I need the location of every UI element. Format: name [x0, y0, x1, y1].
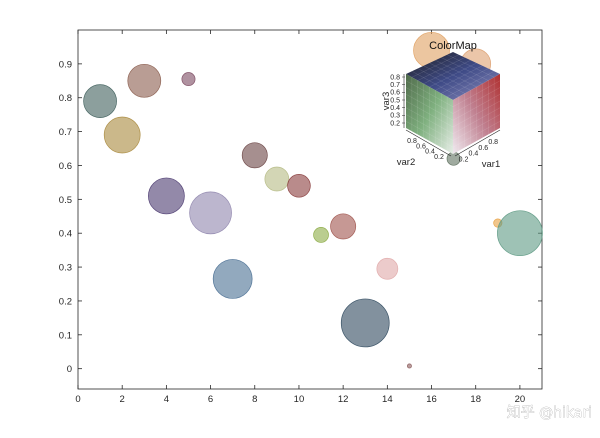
scatter-point — [497, 210, 543, 257]
scatter-point — [181, 72, 196, 87]
var3-tick-label: 0.7 — [390, 82, 400, 89]
scatter-point — [241, 142, 268, 169]
x-tick-label: 4 — [164, 394, 169, 405]
var3-tick-label: 0.5 — [390, 97, 400, 104]
cube-left-face — [406, 74, 453, 154]
x-tick-label: 6 — [208, 394, 213, 405]
var1-tick-label: 0.8 — [488, 139, 498, 146]
y-tick-label: 0.7 — [59, 127, 72, 138]
x-tick-label: 0 — [75, 394, 80, 405]
var3-tick-label: 0.3 — [390, 113, 400, 120]
cube-top-face — [406, 52, 500, 100]
var3-tick-label: 0.8 — [390, 74, 400, 81]
cube-grid — [405, 54, 501, 151]
y-tick-label: 0 — [67, 364, 72, 375]
cube-right-face — [453, 74, 500, 154]
scatter-point — [330, 213, 357, 240]
var3-axis: 0.20.30.40.50.60.70.8 var3 — [381, 74, 405, 128]
x-tick-label: 16 — [426, 394, 437, 405]
scatter-point — [83, 84, 117, 118]
var3-tick-label: 0.6 — [390, 90, 400, 97]
x-tick-label: 14 — [382, 394, 393, 405]
x-tick-label: 10 — [294, 394, 305, 405]
x-tick-label: 20 — [515, 394, 526, 405]
y-tick-label: 0.6 — [59, 161, 72, 172]
var2-tick-label: 0.4 — [425, 149, 435, 156]
var1-axis: 0.20.40.60.8 var1 — [454, 129, 500, 170]
scatter-point — [189, 191, 232, 235]
scatter-point — [376, 257, 399, 280]
scatter-point — [127, 63, 162, 98]
scatter-point — [287, 174, 311, 198]
y-tick-label: 0.4 — [59, 229, 72, 240]
var2-tick-label: 0.8 — [407, 138, 417, 145]
var1-tick-label: 0.6 — [478, 145, 488, 152]
colormap-title: ColorMap — [429, 40, 477, 52]
var1-tick-label: 0.2 — [459, 156, 469, 163]
scatter-point — [148, 177, 185, 215]
watermark: 知乎 @hikari — [507, 404, 592, 421]
x-tick-label: 8 — [252, 394, 257, 405]
scatter-point — [103, 116, 141, 154]
y-tick-label: 0.3 — [59, 263, 72, 274]
y-tick-label: 0.5 — [59, 195, 72, 206]
var2-tick-label: 0.2 — [434, 154, 444, 161]
var1-tick-label: 0.4 — [469, 151, 479, 158]
scatter-point — [313, 227, 329, 243]
scatter-point — [264, 166, 290, 192]
x-tick-label: 2 — [120, 394, 125, 405]
var3-tick-label: 0.4 — [390, 105, 400, 112]
var2-axis: 0.20.40.60.8 var2 — [397, 129, 452, 168]
scatter-point — [212, 259, 253, 299]
x-tick-label: 18 — [470, 394, 481, 405]
var2-label: var2 — [397, 157, 415, 168]
x-axis-ticks: 0 2 4 6 8 10 12 14 16 18 20 — [75, 30, 525, 405]
x-tick-label: 12 — [338, 394, 349, 405]
var2-tick-label: 0.6 — [416, 143, 426, 150]
var3-label: var3 — [381, 92, 392, 110]
y-tick-label: 0.2 — [59, 296, 72, 307]
y-tick-label: 0.9 — [59, 59, 72, 70]
scatter-point — [406, 363, 412, 369]
scatter-point — [340, 298, 390, 348]
colormap-legend: ColorMap 0.20.30.40.50.60.70.8 var3 0.20… — [381, 40, 500, 170]
y-axis-ticks: 00.10.20.30.40.50.60.70.80.9 — [59, 59, 542, 375]
y-tick-label: 0.8 — [59, 93, 72, 104]
var3-tick-label: 0.2 — [390, 120, 400, 127]
var1-label: var1 — [482, 159, 500, 170]
y-tick-label: 0.1 — [59, 330, 72, 341]
